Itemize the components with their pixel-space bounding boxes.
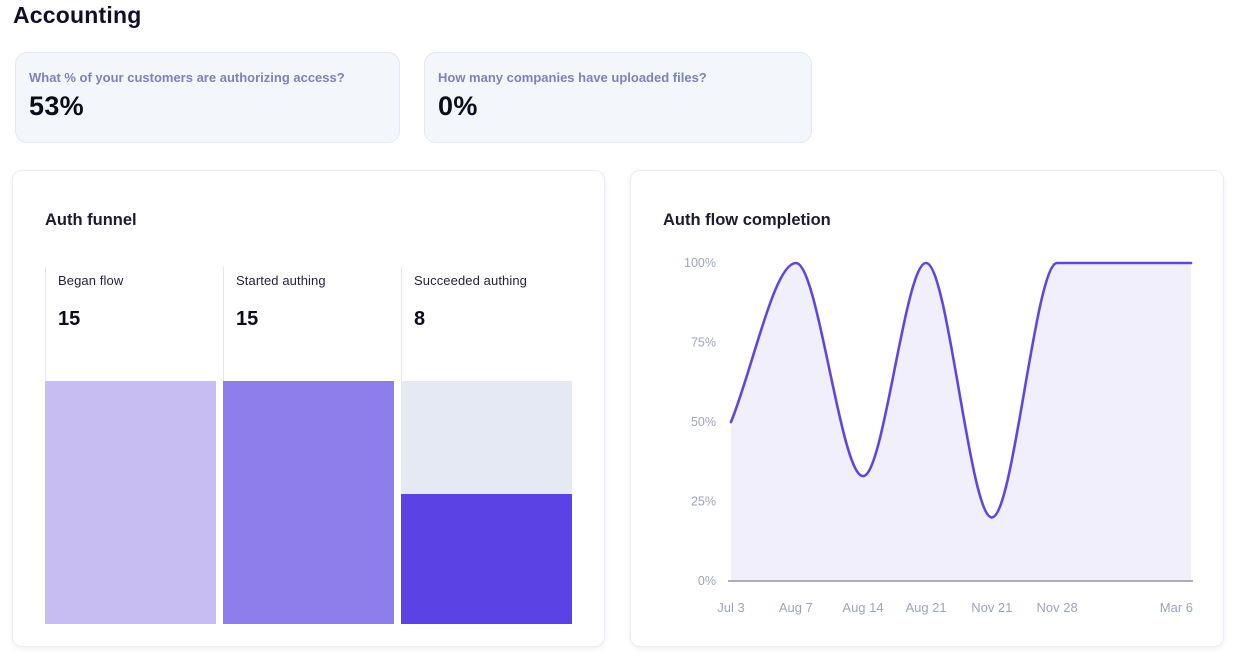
funnel-step-label: Succeeded authing [414,273,528,288]
funnel-bar-track [45,381,216,624]
auth-flow-completion-chart: 0% 25% 50% 75% 100% Jul 3 Aug 7 Aug 14 Aug 21 Nov… [684,256,1193,615]
funnel-bar-track [223,381,394,624]
funnel-step-succeeded-authing: Succeeded authing 8 [401,267,572,624]
funnel-step-value: 8 [414,308,426,330]
funnel-bar [45,381,216,624]
auth-funnel-chart: Began flow 15 Started authing 15 Succeed… [45,267,572,624]
auth-flow-completion-title: Auth flow completion [663,211,831,229]
funnel-bar-track [401,381,572,624]
trend-line [729,261,1193,519]
stat-card-uploaded-files: How many companies have uploaded files? … [424,52,812,143]
funnel-bar [401,494,572,624]
auth-flow-completion-card: Auth flow completion 0% 25% 50% 75% 100% Jul … [630,170,1224,647]
page-title: Accounting [13,2,142,28]
x-axis-tick-label: Mar 6 [1160,600,1193,615]
funnel-bar [223,381,394,624]
funnel-step-started-authing: Started authing 15 [223,267,394,624]
x-axis-tick-label: Aug 14 [842,600,883,615]
stat-value: 0% [438,91,478,121]
funnel-step-label: Started authing [236,273,326,288]
y-axis-tick-label: 25% [691,495,716,509]
x-axis-tick-label: Aug 7 [779,600,813,615]
area-fill [731,263,1191,581]
auth-funnel-title: Auth funnel [45,211,137,229]
x-axis-tick-label: Nov 28 [1037,600,1078,615]
stat-value: 53% [29,91,84,121]
y-axis-tick-label: 50% [691,415,716,429]
x-axis-tick-label: Nov 21 [971,600,1012,615]
stat-question: How many companies have uploaded files? [438,70,707,85]
y-axis-tick-label: 75% [691,336,716,350]
x-axis-tick-label: Aug 21 [905,600,946,615]
funnel-step-header: Started authing 15 [223,267,394,381]
funnel-step-value: 15 [236,308,259,330]
auth-funnel-card: Auth funnel Began flow 15 Started authin… [12,170,605,647]
y-axis-tick-label: 0% [698,574,716,588]
stat-question: What % of your customers are authorizing… [29,70,345,85]
stat-card-authorizing-access: What % of your customers are authorizing… [15,52,400,143]
funnel-step-header: Began flow 15 [45,267,216,381]
funnel-step-label: Began flow [58,273,124,288]
funnel-step-began-flow: Began flow 15 [45,267,216,624]
funnel-step-value: 15 [58,308,81,330]
funnel-step-header: Succeeded authing 8 [401,267,572,381]
y-axis-tick-label: 100% [684,256,716,270]
x-axis-tick-label: Jul 3 [717,600,744,615]
